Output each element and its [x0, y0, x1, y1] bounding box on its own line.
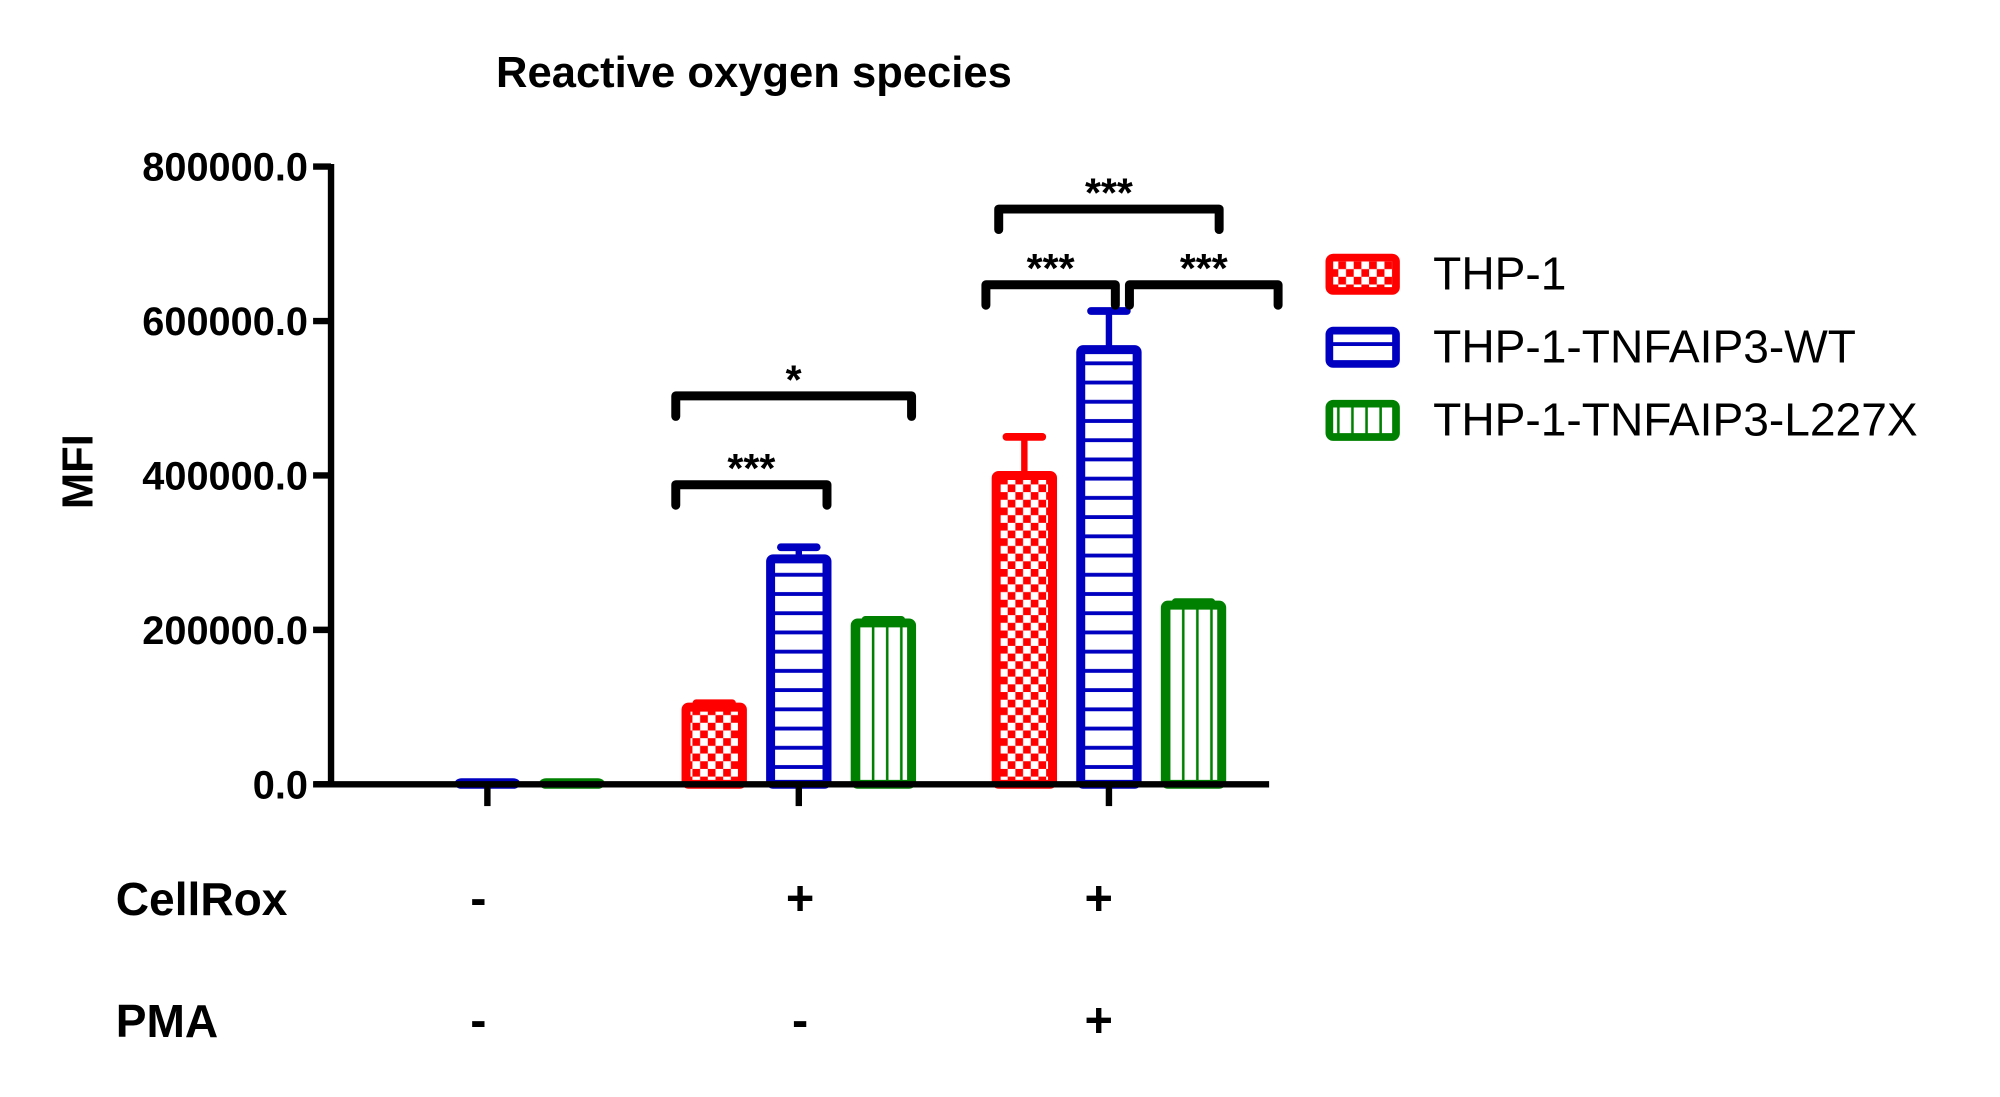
- y-tick-label: 800000.0: [142, 146, 308, 190]
- legend-label: THP-1-TNFAIP3-L227X: [1433, 394, 1917, 446]
- condition-label: CellRox: [116, 873, 288, 925]
- y-axis-label: MFI: [55, 434, 103, 509]
- condition-value: +: [786, 872, 814, 926]
- legend-label: THP-1-TNFAIP3-WT: [1433, 321, 1856, 373]
- bar-1-1: [766, 554, 832, 789]
- condition-label: PMA: [116, 995, 218, 1047]
- chart-title: Reactive oxygen species: [496, 49, 1012, 97]
- legend-swatch-0: [1325, 253, 1400, 295]
- significance-bracket: [994, 204, 1224, 235]
- condition-value: -: [470, 872, 486, 926]
- y-tick-label: 400000.0: [142, 455, 308, 499]
- significance-label: *: [786, 356, 802, 402]
- bar-0-1: [681, 702, 747, 789]
- significance-bracket: [1124, 280, 1283, 310]
- legend-swatch-1: [1325, 326, 1400, 368]
- condition-value: -: [470, 994, 486, 1048]
- y-tick-label: 0.0: [253, 763, 308, 807]
- y-tick-label: 600000.0: [142, 300, 308, 344]
- bar-2-2: [1160, 600, 1227, 789]
- significance-bracket: [671, 391, 917, 421]
- significance-label: ***: [727, 445, 775, 491]
- legend-label: THP-1: [1433, 248, 1566, 300]
- condition-value: +: [1084, 994, 1112, 1048]
- significance-bracket: [671, 480, 832, 510]
- bar-2-1: [850, 618, 917, 789]
- condition-value: -: [792, 994, 808, 1048]
- bar-0-2: [991, 470, 1058, 789]
- y-tick-label: 200000.0: [142, 609, 308, 653]
- significance-label: ***: [1180, 245, 1228, 291]
- legend-swatch-2: [1325, 399, 1400, 441]
- significance-label: ***: [1027, 245, 1075, 291]
- condition-value: +: [1084, 872, 1112, 926]
- bar-1-2: [1076, 345, 1142, 789]
- significance-bracket: [981, 280, 1120, 310]
- significance-label: ***: [1085, 170, 1133, 216]
